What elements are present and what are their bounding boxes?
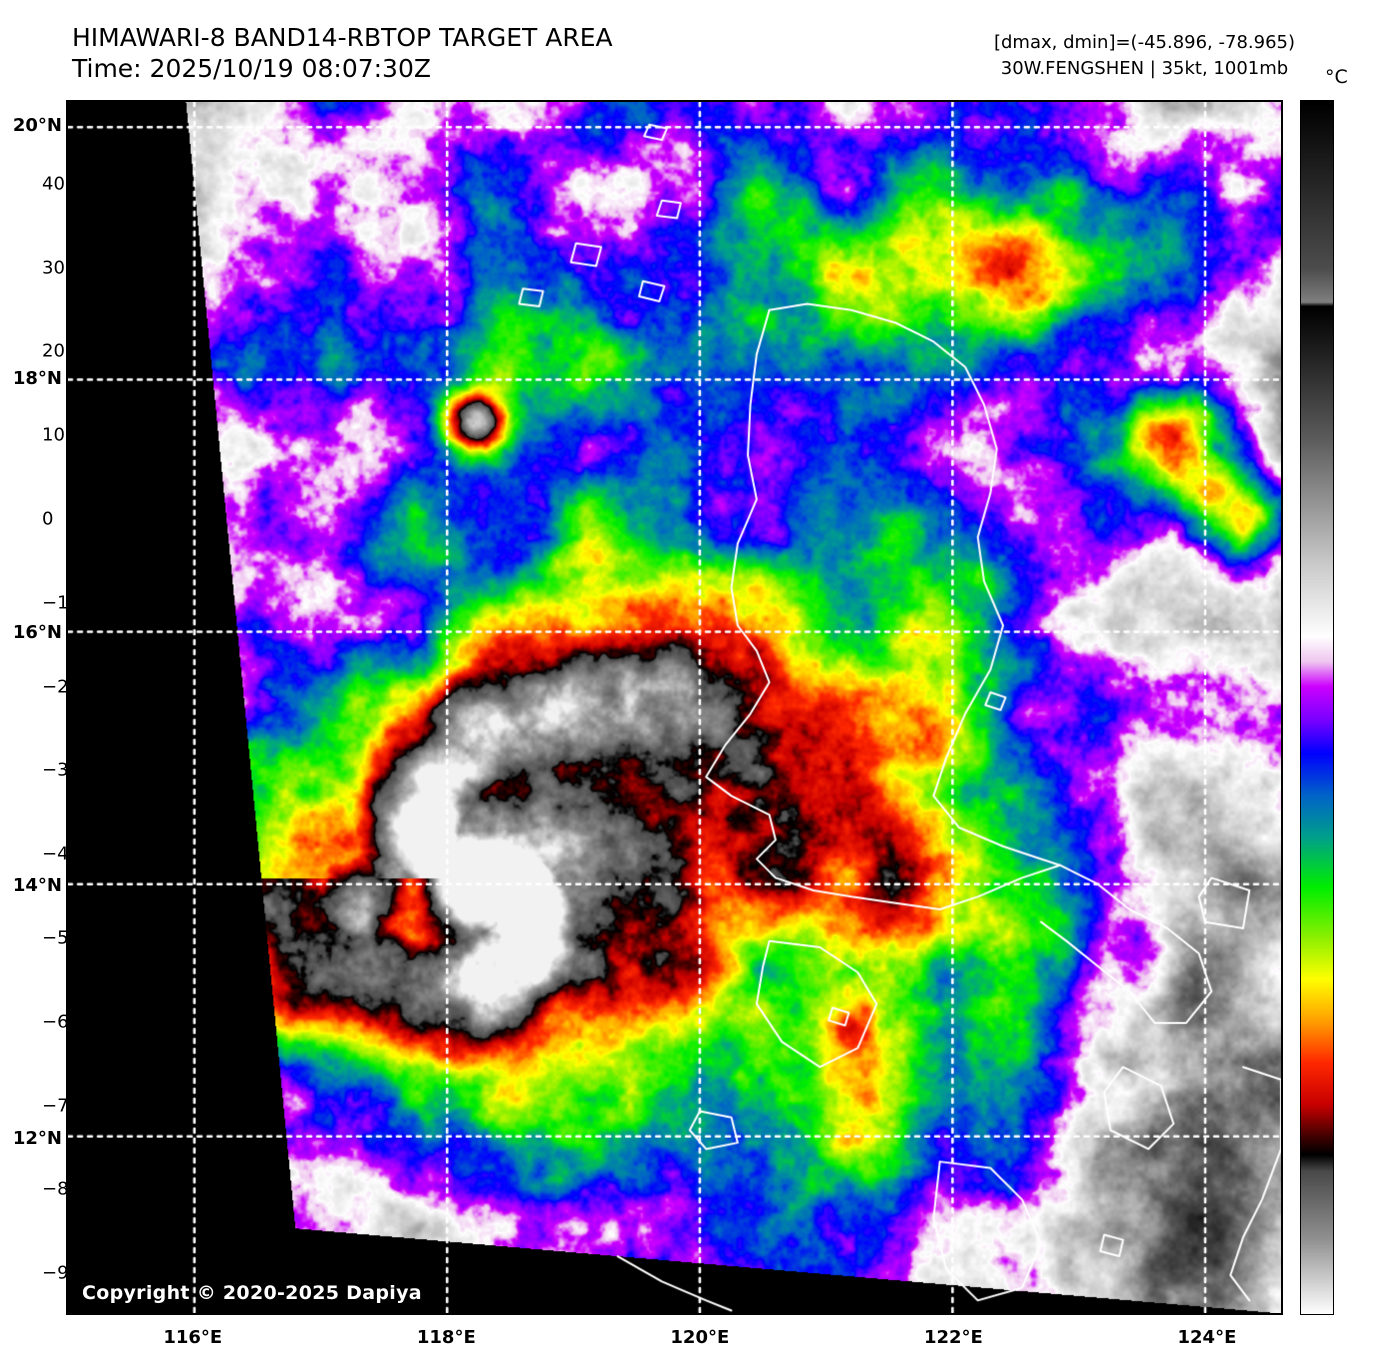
colorbar-tick-8: −40 — [42, 843, 80, 865]
colorbar-tick-10: −60 — [42, 1011, 80, 1033]
colorbar-tick-12: −80 — [42, 1178, 80, 1200]
metadata-block: [dmax, dmin]=(-45.896, -78.965) 30W.FENG… — [994, 30, 1295, 82]
colorbar-tick-5: −10 — [42, 592, 80, 614]
timestamp-label: Time: 2025/10/19 08:07:30Z — [72, 54, 431, 84]
colorbar-tick-0: 40 — [42, 173, 65, 195]
satellite-image-plot — [66, 100, 1283, 1315]
colorbar-tick-7: −30 — [42, 759, 80, 781]
title-block: HIMAWARI-8 BAND14-RBTOP TARGET AREA Time… — [72, 22, 613, 85]
colorbar-tick-4: 0 — [42, 508, 54, 530]
colorbar-tick-1: 30 — [42, 257, 65, 279]
colorbar-tick-2: 20 — [42, 340, 65, 362]
dminmax-label: [dmax, dmin]=(-45.896, -78.965) — [993, 32, 1295, 53]
colorbar-unit-label: °C — [1325, 66, 1348, 88]
colorbar-tick-6: −20 — [42, 676, 80, 698]
lon-tick-122°E: 122°E — [923, 1327, 983, 1348]
page-title: HIMAWARI-8 BAND14-RBTOP TARGET AREA — [72, 23, 613, 52]
colorbar-tick-3: 10 — [42, 424, 65, 446]
colorbar-tick-11: −70 — [42, 1095, 80, 1117]
lat-tick-12°N: 12°N — [12, 1127, 62, 1149]
storm-info-label: 30W.FENGSHEN | 35kt, 1001mb — [1000, 58, 1289, 80]
lon-tick-120°E: 120°E — [670, 1327, 730, 1348]
lon-tick-124°E: 124°E — [1177, 1327, 1237, 1348]
copyright-label: Copyright © 2020-2025 Dapiya — [82, 1282, 422, 1304]
lon-tick-116°E: 116°E — [163, 1327, 223, 1348]
lat-tick-16°N: 16°N — [12, 621, 62, 643]
colorbar — [1300, 100, 1334, 1315]
lat-tick-18°N: 18°N — [12, 368, 62, 390]
colorbar-tick-9: −50 — [42, 927, 80, 949]
lon-tick-118°E: 118°E — [416, 1327, 476, 1348]
lat-tick-20°N: 20°N — [12, 115, 62, 137]
colorbar-tick-13: −90 — [42, 1262, 80, 1284]
colorbar-gradient — [1300, 100, 1334, 1315]
lat-tick-14°N: 14°N — [12, 874, 62, 896]
satellite-heatmap-canvas — [68, 102, 1281, 1313]
